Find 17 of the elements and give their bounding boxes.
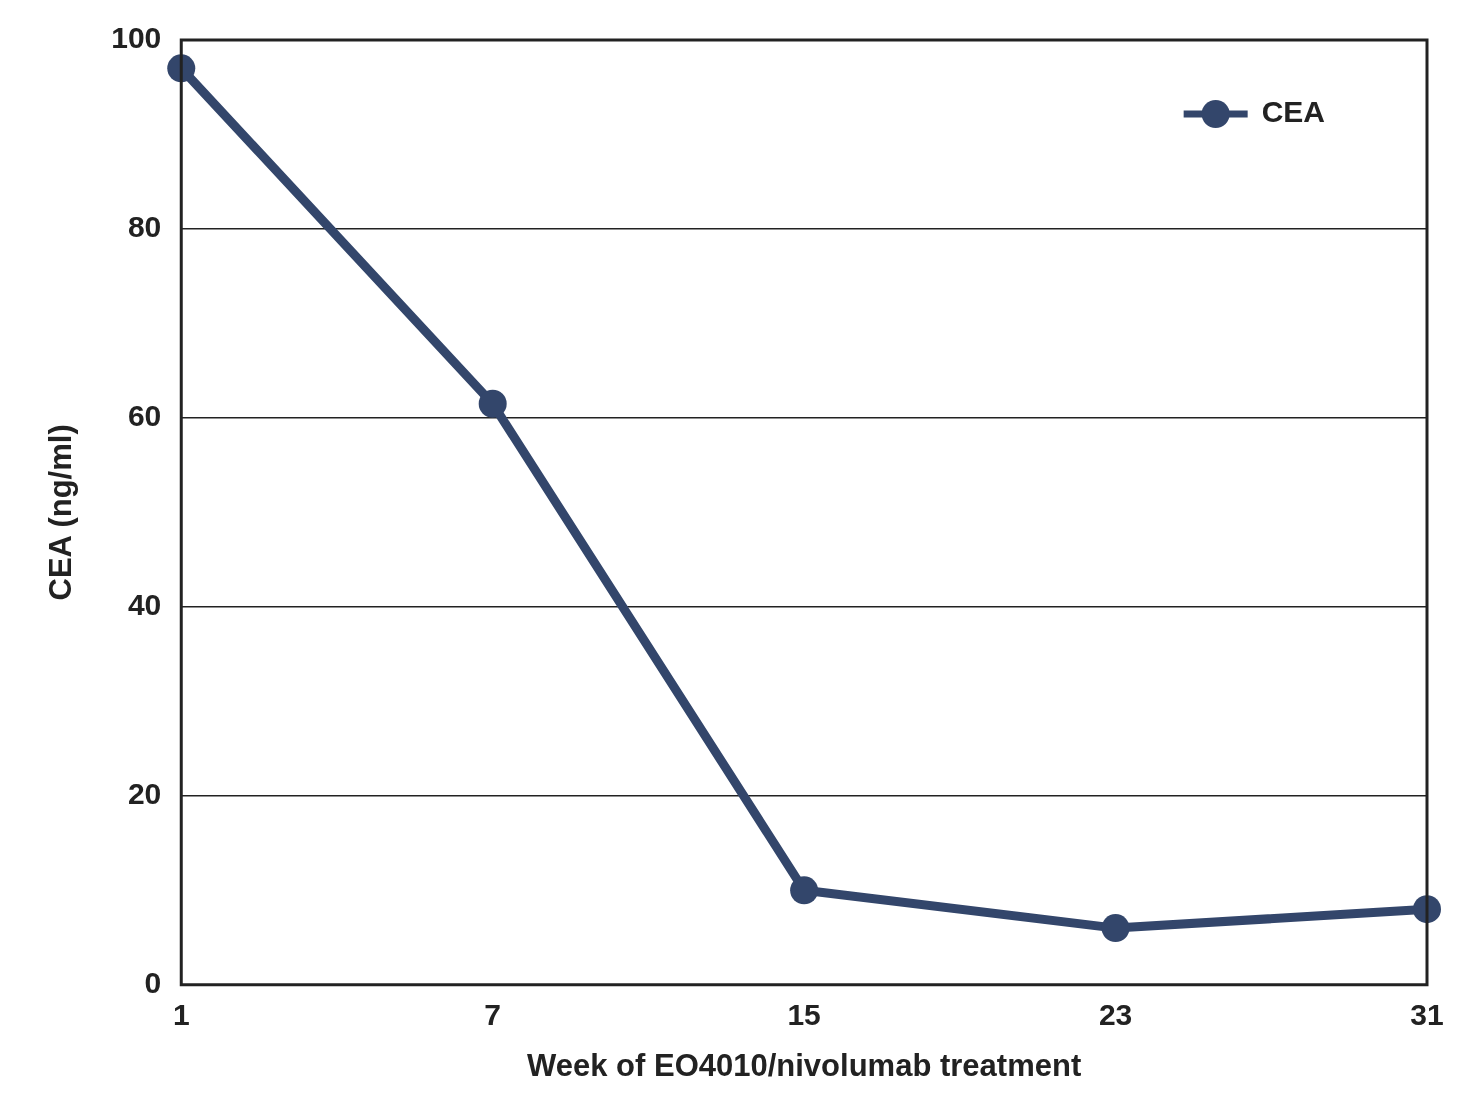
y-tick-label: 60	[127, 399, 162, 433]
point	[1101, 914, 1130, 943]
y-tick-label: 0	[144, 966, 162, 1000]
y-axis-title: CEA (ng/ml)	[43, 424, 79, 601]
legend-label: CEA	[1261, 95, 1325, 129]
x-tick-label: 7	[484, 998, 502, 1032]
y-tick-label: 100	[111, 21, 162, 55]
x-tick-label: 15	[787, 998, 821, 1032]
x-tick-label: 1	[172, 998, 190, 1032]
x-axis-title: Week of EO4010/nivolumab treatment	[527, 1047, 1082, 1083]
x-tick-label: 23	[1098, 998, 1133, 1032]
y-tick-label: 80	[127, 210, 162, 244]
point	[790, 876, 819, 905]
x-tick-label: 31	[1410, 998, 1444, 1032]
y-tick-label: 20	[127, 777, 162, 811]
y-tick-label: 40	[127, 588, 162, 622]
point	[478, 389, 507, 418]
